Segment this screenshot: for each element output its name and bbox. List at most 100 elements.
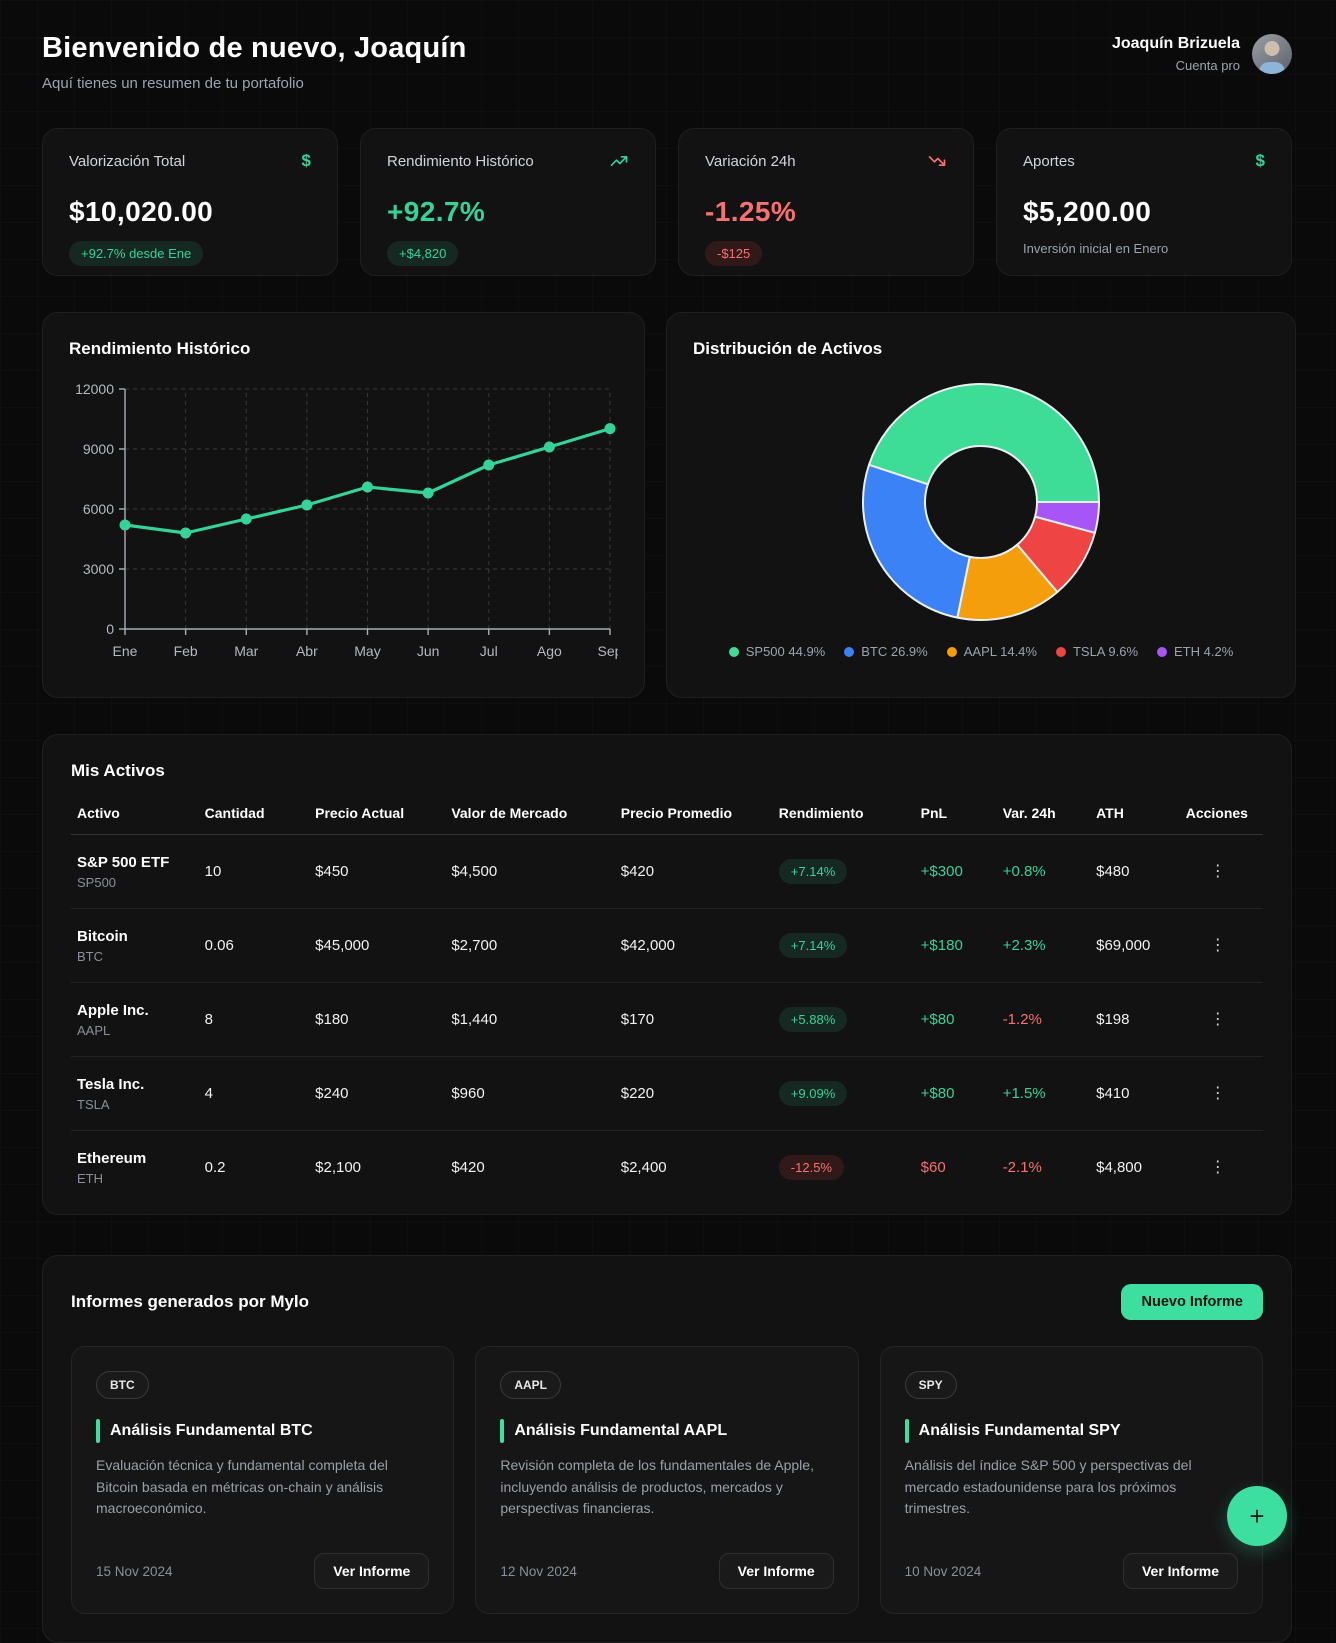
- legend-item-btc: BTC 26.9%: [844, 644, 928, 659]
- page-subtitle: Aquí tienes un resumen de tu portafolio: [42, 75, 304, 92]
- more-vertical-icon[interactable]: ⋮: [1209, 1010, 1226, 1028]
- reports-grid: BTC Análisis Fundamental BTC Evaluación té…: [71, 1346, 1263, 1614]
- reports-title: Informes generados por Mylo: [71, 1292, 310, 1311]
- view-report-button[interactable]: Ver Informe: [1122, 1553, 1238, 1589]
- more-vertical-icon[interactable]: ⋮: [1209, 862, 1226, 880]
- assets-table-card: Mis Activos Activo Cantidad Precio Actual V…: [42, 734, 1292, 1215]
- user-info[interactable]: Joaquín Brizuela Cuenta pro: [1112, 34, 1292, 74]
- report-title-row: Análisis Fundamental AAPL: [500, 1419, 833, 1443]
- legend-item-eth: ETH 4.2%: [1157, 644, 1233, 659]
- table-row-aapl: Apple Inc. AAPL 8 $180 $1,440 $170 +5.88% +$80 -…: [71, 983, 1263, 1057]
- accent-bar: [500, 1419, 505, 1443]
- pnl-cell: +$80: [920, 1011, 955, 1028]
- svg-text:Abr: Abr: [296, 643, 318, 659]
- ath-cell: $4,800: [1096, 1159, 1142, 1176]
- report-card-btc: BTC Análisis Fundamental BTC Evaluación té…: [71, 1346, 455, 1614]
- ticker-chip: BTC: [96, 1371, 149, 1399]
- market-value-cell: $420: [451, 1159, 485, 1176]
- performance-chart-card: Rendimiento Histórico 0 3000 6000 9000 12000…: [42, 312, 645, 698]
- current-price-cell: $2,100: [315, 1159, 362, 1176]
- legend-item-tsla: TSLA 9.6%: [1055, 644, 1138, 659]
- asset-ticker: SP500: [77, 874, 117, 890]
- legend-item-aapl: AAPL 14.4%: [946, 644, 1037, 659]
- column-header-5: Rendimiento: [778, 805, 864, 821]
- stat-card-top: Aportes $: [1023, 151, 1265, 171]
- performance-cell: +7.14%: [778, 933, 915, 958]
- performance-cell: +5.88%: [778, 1007, 915, 1032]
- stat-badge: +92.7% desde Ene: [69, 241, 204, 266]
- svg-text:Jun: Jun: [417, 643, 440, 659]
- performance-badge: -12.5%: [778, 1155, 844, 1180]
- stat-label: Variación 24h: [705, 152, 796, 170]
- allocation-donut-chart: [862, 383, 1100, 621]
- asset-cell: Tesla Inc. TSLA: [77, 1076, 199, 1112]
- svg-text:Sep: Sep: [598, 643, 618, 659]
- svg-text:Feb: Feb: [174, 643, 198, 659]
- legend-dot: [728, 646, 739, 657]
- charts-row: Rendimiento Histórico 0 3000 6000 9000 12000…: [42, 312, 1296, 698]
- ath-cell: $480: [1096, 863, 1130, 880]
- table-row-btc: Bitcoin BTC 0.06 $45,000 $2,700 $42,000 +7.14%…: [71, 909, 1263, 983]
- user-account-type: Cuenta pro: [1175, 58, 1240, 73]
- stat-value: -1.25%: [705, 196, 797, 227]
- asset-name: Ethereum: [77, 1149, 147, 1167]
- table-row-tsla: Tesla Inc. TSLA 4 $240 $960 $220 +9.09% +$80 +1.…: [71, 1057, 1263, 1131]
- stat-badge: +$4,820: [387, 241, 459, 266]
- report-date: 10 Nov 2024: [904, 1563, 982, 1579]
- trending-up-icon: [610, 156, 628, 166]
- svg-text:May: May: [354, 643, 380, 659]
- view-report-button[interactable]: Ver Informe: [718, 1553, 834, 1589]
- add-fab-button[interactable]: +: [1227, 1486, 1287, 1546]
- pnl-cell: +$300: [920, 863, 963, 880]
- market-value-cell: $1,440: [451, 1011, 498, 1028]
- stat-label: Aportes: [1023, 152, 1075, 170]
- legend-dot: [1157, 646, 1168, 657]
- allocation-chart-card: Distribución de Activos SP500 44.9% BTC 2…: [666, 312, 1296, 698]
- legend-label: SP500 44.9%: [745, 644, 826, 659]
- var24h-cell: -2.1%: [1002, 1159, 1042, 1176]
- more-vertical-icon[interactable]: ⋮: [1209, 1158, 1226, 1176]
- accent-bar: [96, 1419, 100, 1443]
- column-header-4: Precio Promedio: [620, 805, 733, 821]
- view-report-button[interactable]: Ver Informe: [314, 1553, 430, 1589]
- market-value-cell: $4,500: [451, 863, 498, 880]
- performance-badge: +5.88%: [778, 1007, 848, 1032]
- ath-cell: $410: [1096, 1085, 1130, 1102]
- avg-price-cell: $42,000: [620, 937, 675, 954]
- asset-cell: S&P 500 ETF SP500: [77, 854, 199, 890]
- legend-dot: [844, 646, 855, 657]
- table-row-eth: Ethereum ETH 0.2 $2,100 $420 $2,400 -12.5% $60 -…: [71, 1131, 1263, 1204]
- asset-name: Apple Inc.: [77, 1001, 149, 1019]
- more-vertical-icon[interactable]: ⋮: [1209, 936, 1226, 954]
- avatar[interactable]: [1252, 34, 1292, 74]
- column-header-1: Cantidad: [204, 805, 265, 821]
- stat-card-2: Variación 24h -1.25% -$125: [678, 128, 974, 276]
- pnl-cell: $60: [920, 1159, 946, 1176]
- plus-icon: +: [1249, 1500, 1265, 1531]
- performance-line-chart: 0 3000 6000 9000 12000 Ene Feb Mar Abr May Jun Jul A…: [75, 381, 623, 659]
- performance-badge: +9.09%: [778, 1081, 848, 1106]
- legend-label: ETH 4.2%: [1174, 644, 1234, 659]
- assets-table-header: Activo Cantidad Precio Actual Valor de Merc…: [71, 805, 1263, 835]
- current-price-cell: $180: [315, 1011, 349, 1028]
- user-text: Joaquín Brizuela Cuenta pro: [1112, 35, 1240, 73]
- more-vertical-icon[interactable]: ⋮: [1209, 1084, 1226, 1102]
- stat-value: $5,200.00: [1023, 196, 1152, 227]
- asset-ticker: ETH: [77, 1170, 103, 1186]
- report-title: Análisis Fundamental BTC: [110, 1422, 313, 1439]
- stat-label: Rendimiento Histórico: [387, 152, 534, 170]
- dollar-icon: $: [301, 151, 311, 170]
- report-date: 12 Nov 2024: [500, 1563, 577, 1579]
- asset-cell: Bitcoin BTC: [77, 928, 199, 964]
- market-value-cell: $960: [451, 1085, 485, 1102]
- reports-card: Informes generados por Mylo Nuevo Inform…: [42, 1255, 1292, 1643]
- avg-price-cell: $170: [620, 1011, 655, 1028]
- svg-text:Ago: Ago: [537, 643, 562, 659]
- var24h-cell: +0.8%: [1002, 863, 1046, 880]
- quantity-cell: 0.2: [204, 1159, 226, 1176]
- new-report-button[interactable]: Nuevo Informe: [1121, 1284, 1263, 1320]
- report-card-aapl: AAPL Análisis Fundamental AAPL Revisión co…: [475, 1346, 859, 1614]
- performance-badge: +7.14%: [778, 859, 848, 884]
- var24h-cell: -1.2%: [1002, 1011, 1042, 1028]
- stat-card-1: Rendimiento Histórico +92.7% +$4,820: [360, 128, 656, 276]
